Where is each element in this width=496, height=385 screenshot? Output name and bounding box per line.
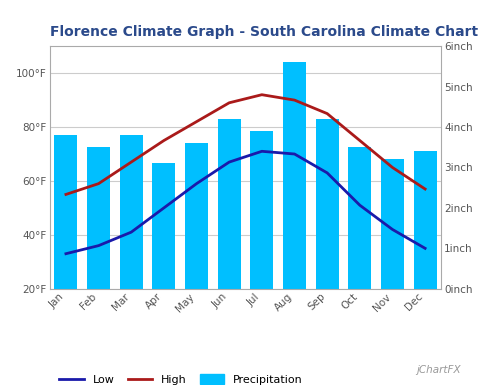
Bar [185,143,208,289]
Bar [283,62,306,289]
Text: Florence Climate Graph - South Carolina Climate Chart: Florence Climate Graph - South Carolina … [50,25,478,40]
Bar [87,147,110,289]
Bar [414,151,436,289]
Bar [316,119,339,289]
Bar [120,135,143,289]
Bar [348,147,371,289]
Legend: Low, High, Precipitation: Low, High, Precipitation [59,374,303,385]
Bar [152,163,175,289]
Bar [250,131,273,289]
Bar [55,135,77,289]
Text: jChartFX: jChartFX [417,365,461,375]
Bar [381,159,404,289]
Bar [218,119,241,289]
